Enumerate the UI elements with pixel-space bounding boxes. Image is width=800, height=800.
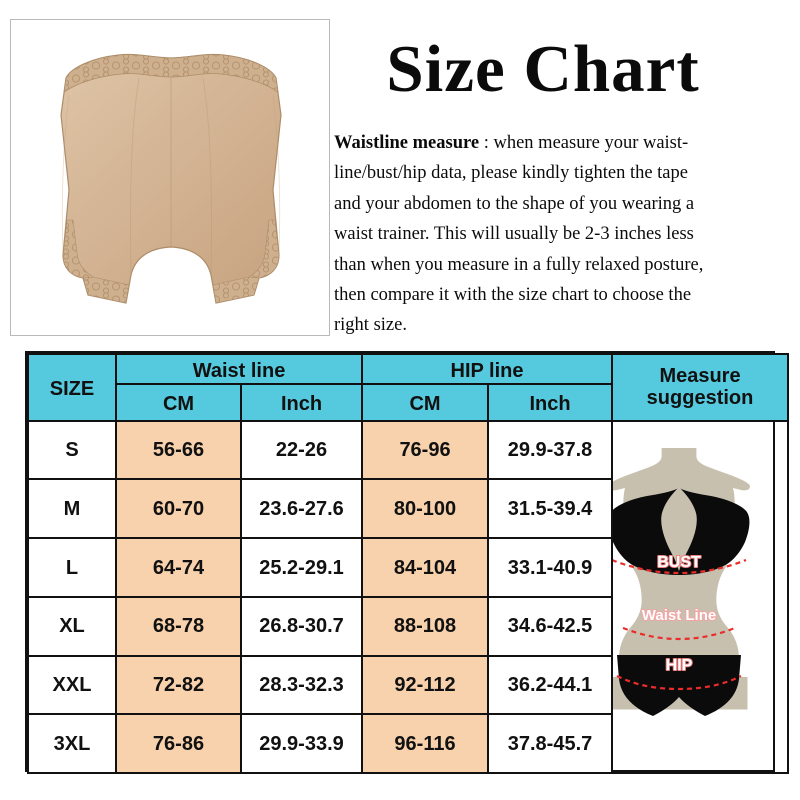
svg-text:BUST: BUST (657, 554, 701, 571)
svg-text:HIP: HIP (666, 657, 693, 674)
svg-text:Waist Line: Waist Line (642, 607, 716, 624)
